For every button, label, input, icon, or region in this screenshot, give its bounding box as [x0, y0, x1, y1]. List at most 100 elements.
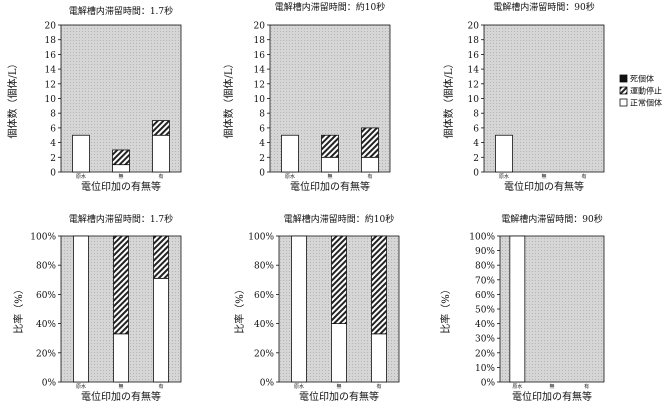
y-axis-label: 比率（%）: [12, 284, 25, 334]
x-tick-label: 原水: [76, 173, 86, 180]
bar-segment: [371, 333, 387, 383]
y-tick-label: 14: [254, 66, 266, 76]
y-tick-label: 20%: [254, 349, 274, 359]
y-tick-label: 0%: [481, 379, 496, 389]
y-tick-label: 20%: [36, 349, 56, 359]
x-tick-label: 無: [541, 173, 546, 180]
bar-segment: [321, 156, 339, 173]
bar-segment: [152, 120, 170, 136]
y-tick-label: 0: [259, 169, 265, 179]
bar-segment: [321, 134, 339, 158]
y-tick-label: 20: [45, 22, 57, 32]
y-axis-label: 比率（%）: [439, 284, 452, 334]
y-tick-label: 6: [473, 124, 479, 134]
bar-segment: [495, 134, 513, 173]
x-axis-label: 電位印加の有無等: [299, 390, 379, 403]
y-tick-label: 12: [254, 80, 265, 90]
bar-segment: [331, 235, 347, 324]
y-tick-label: 14: [45, 66, 57, 76]
x-axis-label: 電位印加の有無等: [512, 390, 592, 403]
x-tick-label: 有: [584, 383, 589, 390]
y-tick-label: 16: [45, 51, 57, 61]
y-tick-label: 18: [468, 36, 480, 46]
y-tick-label: 0%: [42, 379, 57, 389]
y-tick-label: 2: [259, 154, 265, 164]
y-tick-label: 8: [473, 110, 479, 120]
bar-segment: [113, 235, 129, 335]
chart-panel-2: 電解槽内滞留時間：約10秒 0 2 4 6 8 10 12 14 16 18 20 個体数（個体/L） 電…: [222, 1, 391, 193]
x-tick-label: 有: [581, 173, 586, 180]
chart-panel-6: 電解槽内滞留時間：90秒 0% 10% 20% 30% 40% 50% 60% 70% 80% 90…: [439, 213, 605, 403]
x-tick-label: 原水: [76, 383, 86, 390]
y-tick-label: 100%: [469, 233, 495, 243]
y-tick-label: 40%: [36, 320, 56, 330]
x-tick-label: 有: [158, 173, 163, 180]
bar-segment: [361, 156, 379, 173]
chart-title: 電解槽内滞留時間：約10秒: [275, 1, 385, 13]
y-tick-label: 10%: [475, 364, 495, 374]
y-tick-label: 100%: [30, 233, 56, 243]
x-tick-label: 無: [118, 383, 123, 390]
chart-panel-3: 電解槽内滞留時間：90秒 0 2 4 6 8 10 12 14 16 18 20 個体数（個体/L） 電位…: [442, 1, 605, 193]
y-tick-label: 8: [259, 110, 265, 120]
bar-segment: [281, 134, 299, 173]
bar-segment: [113, 333, 129, 383]
y-tick-label: 10: [254, 95, 266, 105]
y-tick-label: 60%: [254, 291, 274, 301]
y-tick-label: 40%: [254, 320, 274, 330]
y-tick-label: 12: [45, 80, 56, 90]
x-tick-label: 原水: [499, 173, 509, 180]
chart-panel-5: 電解槽内滞留時間：約10秒 0% 20% 40% 60% 80% 100% 比率（%） 電位印加…: [233, 213, 400, 403]
bar-segment: [291, 235, 307, 383]
y-tick-label: 14: [468, 66, 480, 76]
y-tick-label: 70%: [475, 276, 495, 286]
y-axis-label: 個体数（個体/L）: [222, 58, 235, 138]
y-tick-label: 2: [473, 154, 479, 164]
y-tick-label: 20: [254, 22, 266, 32]
y-tick-label: 12: [468, 80, 479, 90]
y-tick-label: 10: [45, 95, 57, 105]
legend-label-dead: 死個体: [630, 74, 654, 84]
x-axis-label: 電位印加の有無等: [504, 180, 584, 193]
x-tick-label: 原水: [285, 173, 295, 180]
x-tick-label: 無: [118, 173, 123, 180]
y-tick-label: 60%: [36, 291, 56, 301]
chart-title: 電解槽内滞留時間：約10秒: [284, 213, 394, 225]
y-axis-label: 比率（%）: [233, 284, 246, 334]
bar-segment: [361, 127, 379, 158]
y-axis-label: 個体数（個体/L）: [6, 58, 19, 138]
x-axis-label: 電位印加の有無等: [290, 180, 370, 193]
bar-segment: [153, 235, 169, 279]
chart-panel-1: 電解槽内滞留時間：1.7秒 0 2 4 6 8 10 12 14 16 18 20 個体数（個体/L） 電…: [6, 5, 182, 193]
y-tick-label: 80%: [36, 262, 56, 272]
y-tick-label: 90%: [475, 247, 495, 257]
legend: 死個体 運動停止 正常個体: [619, 74, 662, 108]
bar-segment: [371, 235, 387, 335]
x-tick-label: 原水: [294, 383, 304, 390]
legend-swatch-stopped: [619, 86, 628, 95]
y-tick-label: 30%: [475, 335, 495, 345]
y-tick-label: 16: [468, 51, 480, 61]
y-tick-label: 100%: [248, 233, 274, 243]
y-tick-label: 8: [50, 110, 56, 120]
y-tick-label: 0: [50, 169, 56, 179]
bar-segment: [153, 277, 169, 383]
x-tick-label: 有: [367, 173, 372, 180]
chart-title: 電解槽内滞留時間：1.7秒: [69, 213, 173, 225]
y-tick-label: 50%: [475, 306, 495, 316]
y-tick-label: 40%: [475, 320, 495, 330]
bar-segment: [509, 235, 526, 383]
x-tick-label: 無: [327, 173, 332, 180]
bar-segment: [112, 164, 130, 173]
y-tick-label: 20: [468, 22, 480, 32]
bar-segment: [73, 235, 89, 383]
y-tick-label: 18: [254, 36, 266, 46]
y-tick-label: 80%: [475, 262, 495, 272]
y-tick-label: 6: [259, 124, 265, 134]
y-tick-label: 20%: [475, 349, 495, 359]
bar-segment: [72, 134, 90, 173]
y-tick-label: 80%: [254, 262, 274, 272]
y-tick-label: 4: [259, 139, 265, 149]
y-tick-label: 18: [45, 36, 57, 46]
